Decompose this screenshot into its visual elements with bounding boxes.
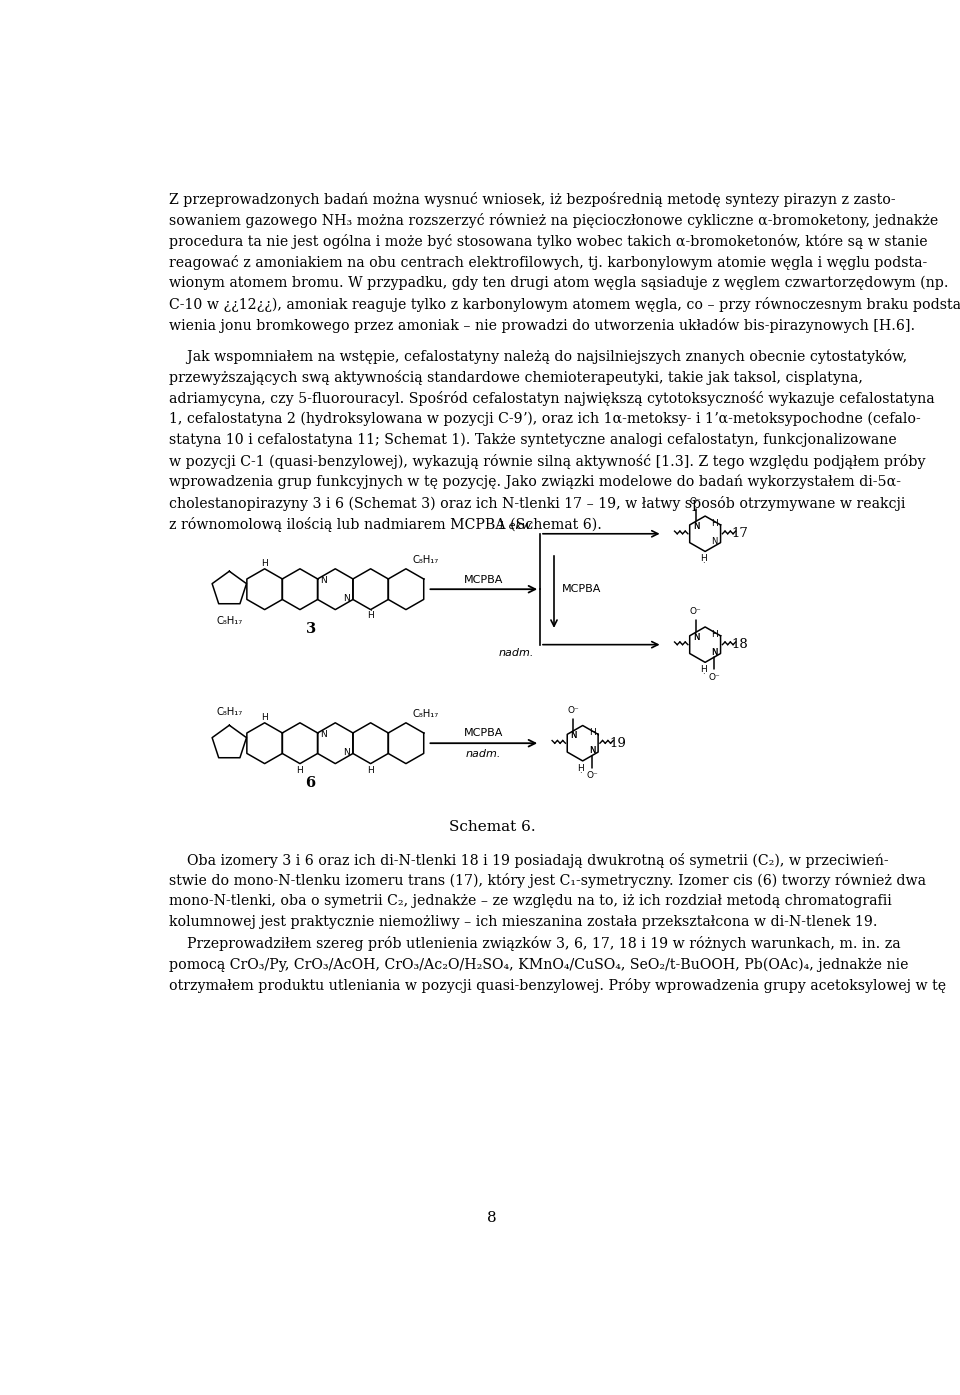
Text: Ḥ: Ḥ	[578, 763, 585, 771]
Text: 17: 17	[732, 527, 749, 540]
Text: Z przeprowadzonych badań można wysnuć wniosek, iż bezpośrednią metodę syntezy pi: Z przeprowadzonych badań można wysnuć wn…	[169, 193, 896, 206]
Text: 8: 8	[487, 1211, 497, 1225]
Text: H: H	[261, 713, 268, 721]
Text: wionym atomem bromu. W przypadku, gdy ten drugi atom węgla sąsiaduje z węglem cz: wionym atomem bromu. W przypadku, gdy te…	[169, 276, 948, 290]
Text: N: N	[693, 633, 699, 642]
Text: otrzymałem produktu utleniania w pozycji quasi-benzylowej. Próby wprowadzenia gr: otrzymałem produktu utleniania w pozycji…	[169, 978, 946, 993]
Text: N: N	[693, 522, 699, 531]
Text: H: H	[589, 728, 596, 737]
Text: MCPBA: MCPBA	[464, 575, 503, 585]
Text: procedura ta nie jest ogólna i może być stosowana tylko wobec takich α-bromoketo: procedura ta nie jest ogólna i może być …	[169, 234, 927, 248]
Text: wprowadzenia grup funkcyjnych w tę pozycję. Jako związki modelowe do badań wykor: wprowadzenia grup funkcyjnych w tę pozyc…	[169, 474, 900, 490]
Text: reagować z amoniakiem na obu centrach elektrofilowych, tj. karbonylowym atomie w: reagować z amoniakiem na obu centrach el…	[169, 255, 927, 269]
Text: N: N	[321, 576, 327, 585]
Text: nadm.: nadm.	[467, 749, 501, 759]
Text: 6: 6	[305, 776, 316, 790]
Text: Przeprowadziłem szereg prób utlenienia związków 3, 6, 17, 18 i 19 w różnych waru: Przeprowadziłem szereg prób utlenienia z…	[169, 936, 900, 951]
Text: 1, cefalostatyna 2 (hydroksylowana w pozycji C-9ʼ), oraz ich 1α-metoksy- i 1ʼα-m: 1, cefalostatyna 2 (hydroksylowana w poz…	[169, 412, 921, 427]
Text: mono-N-tlenki, oba o symetrii C₂, jednakże – ze względu na to, iż ich rozdział m: mono-N-tlenki, oba o symetrii C₂, jednak…	[169, 894, 892, 908]
Text: w pozycji C-1 (quasi-benzylowej), wykazują równie silną aktywność [1.3]. Z tego : w pozycji C-1 (quasi-benzylowej), wykazu…	[169, 453, 925, 469]
Text: 18: 18	[732, 638, 749, 651]
Text: Jak wspomniałem na wstępie, cefalostatyny należą do najsilniejszych znanych obec: Jak wspomniałem na wstępie, cefalostatyn…	[169, 349, 907, 364]
Text: pomocą CrO₃/Py, CrO₃/AcOH, CrO₃/Ac₂O/H₂SO₄, KMnO₄/CuSO₄, SeO₂/t-BuOOH, Pb(OAc)₄,: pomocą CrO₃/Py, CrO₃/AcOH, CrO₃/Ac₂O/H₂S…	[169, 957, 908, 972]
Text: C-10 w ¿¿12¿¿), amoniak reaguje tylko z karbonylowym atomem węgla, co – przy rów: C-10 w ¿¿12¿¿), amoniak reaguje tylko z …	[169, 297, 960, 311]
Text: Schemat 6.: Schemat 6.	[448, 820, 536, 834]
Text: N: N	[711, 647, 717, 657]
Text: cholestanopirazyny 3 i 6 (Schemat 3) oraz ich N-tlenki 17 – 19, w łatwy sposób o: cholestanopirazyny 3 i 6 (Schemat 3) ora…	[169, 495, 905, 511]
Text: kolumnowej jest praktycznie niemożliwy – ich mieszanina została przekształcona w: kolumnowej jest praktycznie niemożliwy –…	[169, 915, 877, 929]
Text: H: H	[711, 629, 718, 639]
Text: Ḥ: Ḥ	[700, 664, 707, 674]
Text: z równomolową ilością lub nadmiarem MCPBA (Schemat 6).: z równomolową ilością lub nadmiarem MCPB…	[169, 516, 602, 531]
Text: 3: 3	[305, 622, 316, 636]
Text: C₈H₁₇: C₈H₁₇	[412, 709, 439, 718]
Text: H: H	[261, 559, 268, 568]
Text: N: N	[344, 748, 350, 757]
Text: Ḥ: Ḥ	[700, 554, 707, 562]
Text: N: N	[693, 522, 699, 531]
Text: MCPBA: MCPBA	[562, 585, 601, 594]
Text: O⁻: O⁻	[567, 706, 579, 716]
Text: O⁻: O⁻	[586, 771, 598, 780]
Text: nadm.: nadm.	[498, 647, 534, 657]
Text: H: H	[711, 519, 718, 527]
Text: statyna 10 i cefalostatyna 11; Schemat 1). Także syntetyczne analogi cefalostaty: statyna 10 i cefalostatyna 11; Schemat 1…	[169, 432, 897, 448]
Text: Oba izomery 3 i 6 oraz ich di-N-tlenki 18 i 19 posiadają dwukrotną oś symetrii (: Oba izomery 3 i 6 oraz ich di-N-tlenki 1…	[169, 852, 888, 868]
Text: C₈H₁₇: C₈H₁₇	[412, 555, 439, 565]
Text: N: N	[588, 746, 595, 755]
Text: C₈H₁₇: C₈H₁₇	[216, 707, 243, 717]
Text: 1 ekw.: 1 ekw.	[498, 520, 534, 530]
Text: O⁻: O⁻	[690, 607, 702, 617]
Text: N: N	[711, 537, 717, 545]
Text: adriamycyna, czy 5-fluorouracyl. Spośród cefalostatyn największą cytotoksyczność: adriamycyna, czy 5-fluorouracyl. Spośród…	[169, 391, 934, 406]
Text: N: N	[588, 746, 595, 755]
Text: H: H	[297, 766, 303, 774]
Text: N: N	[570, 731, 577, 741]
Text: Ḣ: Ḣ	[368, 611, 374, 619]
Text: C₈H₁₇: C₈H₁₇	[216, 615, 243, 626]
Text: H: H	[368, 766, 374, 774]
Text: MCPBA: MCPBA	[464, 728, 503, 738]
Text: wienia jonu bromkowego przez amoniak – nie prowadzi do utworzenia układów bis-pi: wienia jonu bromkowego przez amoniak – n…	[169, 318, 915, 332]
Text: przewyższających swą aktywnością standardowe chemioterapeutyki, takie jak taksol: przewyższających swą aktywnością standar…	[169, 370, 863, 385]
Text: N: N	[344, 594, 350, 603]
Text: N: N	[693, 633, 699, 642]
Text: N: N	[570, 731, 577, 741]
Text: stwie do mono-N-tlenku izomeru trans (17), który jest C₁-symetryczny. Izomer cis: stwie do mono-N-tlenku izomeru trans (17…	[169, 873, 925, 889]
Text: O⁻: O⁻	[690, 497, 702, 505]
Text: sowaniem gazowego NH₃ można rozszerzyć również na pięcioczłonowe cykliczne α-bro: sowaniem gazowego NH₃ można rozszerzyć r…	[169, 213, 938, 227]
Text: N: N	[321, 730, 327, 738]
Text: 19: 19	[610, 737, 626, 749]
Text: O⁻: O⁻	[708, 672, 720, 682]
Text: N: N	[711, 647, 717, 657]
